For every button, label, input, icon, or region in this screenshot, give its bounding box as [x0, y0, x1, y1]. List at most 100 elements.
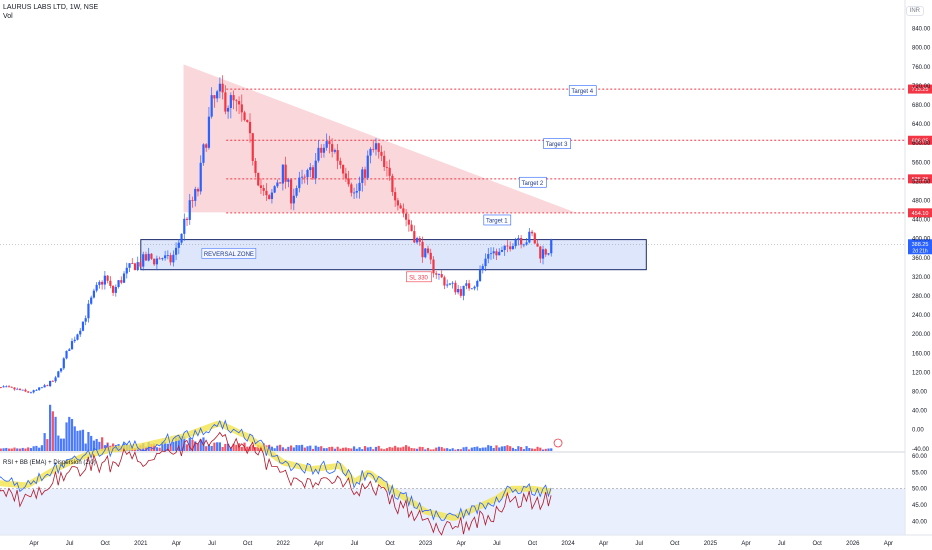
volume-bar	[216, 442, 219, 451]
candle-body	[405, 213, 408, 220]
volume-bar	[13, 447, 16, 451]
price-tick-label: 680.00	[912, 103, 931, 109]
price-tick-label: 800.00	[912, 46, 931, 52]
volume-bar	[292, 447, 295, 451]
candle-body	[95, 284, 98, 291]
candle-body	[440, 274, 443, 278]
candle-body	[90, 297, 93, 304]
candle-body	[21, 389, 24, 391]
candle-body	[0, 387, 2, 388]
time-tick-label: Jul	[493, 541, 501, 547]
candle-body	[446, 284, 449, 286]
volume-bar	[155, 447, 159, 451]
volume-bar	[46, 439, 49, 451]
volume-bar	[350, 448, 353, 451]
candle-body	[29, 392, 33, 394]
candle-body	[155, 258, 159, 265]
target-label-box-2	[519, 176, 547, 188]
last-price-tag	[908, 239, 932, 255]
volume-bar	[522, 449, 525, 451]
stop-loss-label-box	[406, 271, 432, 283]
time-tick-label: Apr	[457, 541, 466, 547]
volume-bar	[51, 411, 54, 451]
volume-bar	[410, 448, 413, 451]
volume-bar	[90, 435, 93, 451]
candle-body	[213, 95, 216, 99]
candle-body	[541, 249, 545, 259]
candle-body	[54, 377, 57, 382]
volume-bar	[106, 442, 109, 451]
price-tick-label: 520.00	[912, 179, 931, 185]
candle-body	[391, 175, 394, 193]
candle-body	[136, 262, 139, 271]
candle-body	[101, 281, 104, 285]
candle-body	[273, 186, 276, 193]
candle-body	[473, 286, 476, 289]
candles	[0, 75, 553, 394]
candle-body	[32, 390, 35, 393]
candle-body	[2, 386, 5, 388]
candle-body	[528, 231, 531, 243]
candle-body	[243, 112, 246, 121]
volume-bar	[295, 445, 298, 451]
volume-bar	[81, 429, 85, 451]
volume-bar	[73, 426, 76, 451]
candle-body	[402, 208, 405, 214]
candle-body	[65, 350, 68, 359]
volume-bar	[18, 448, 22, 451]
time-tick-label: 2022	[277, 541, 291, 547]
volume-bar	[43, 433, 46, 451]
candle-body	[396, 200, 399, 206]
volume-bar	[509, 446, 512, 451]
volume-bar	[29, 448, 33, 451]
volume-bar	[495, 445, 498, 451]
price-tick-label: 40.00	[912, 409, 928, 415]
volume-bar	[199, 439, 202, 451]
volume-bar	[32, 446, 35, 451]
volume-bar	[166, 443, 169, 451]
candle-body	[10, 386, 13, 388]
candle-body	[259, 185, 263, 188]
volume-bar	[144, 446, 148, 451]
candle-body	[237, 101, 241, 105]
volume-bar	[218, 442, 221, 451]
volume-bar	[164, 441, 167, 451]
volume-bar	[457, 449, 460, 451]
candle-body	[358, 182, 361, 191]
volume-bar	[511, 447, 515, 451]
candle-body	[385, 166, 389, 168]
time-tick-label: Apr	[599, 541, 608, 547]
volume-bar	[331, 446, 334, 451]
candle-body	[229, 95, 232, 108]
volume-bar	[530, 448, 534, 451]
candle-body	[270, 192, 274, 200]
price-tick-label: 360.00	[912, 256, 931, 262]
candle-body	[289, 179, 293, 204]
last-price-countdown: 2d 21h	[912, 248, 928, 254]
volume-bar	[459, 449, 462, 451]
volume-bar	[336, 446, 339, 451]
candle-body	[478, 270, 482, 281]
candle-body	[525, 242, 528, 245]
volume-bar	[355, 448, 358, 451]
candle-body	[183, 218, 186, 234]
candle-body	[517, 237, 520, 240]
currency-badge[interactable]: INR	[905, 6, 924, 16]
volume-bar	[454, 449, 457, 451]
candle-body	[388, 167, 391, 176]
candle-body	[142, 254, 145, 267]
candle-body	[503, 245, 506, 250]
candle-body	[424, 248, 427, 258]
volume-bar	[40, 445, 43, 451]
volume-bar	[268, 444, 271, 451]
candle-body	[415, 238, 419, 243]
volume-bar	[322, 448, 326, 451]
time-tick-label: Jul	[351, 541, 359, 547]
candle-body	[328, 141, 331, 145]
candle-body	[287, 179, 290, 182]
candle-body	[443, 277, 446, 286]
candle-body	[87, 303, 90, 319]
candle-body	[284, 164, 287, 182]
candle-body	[128, 263, 131, 268]
